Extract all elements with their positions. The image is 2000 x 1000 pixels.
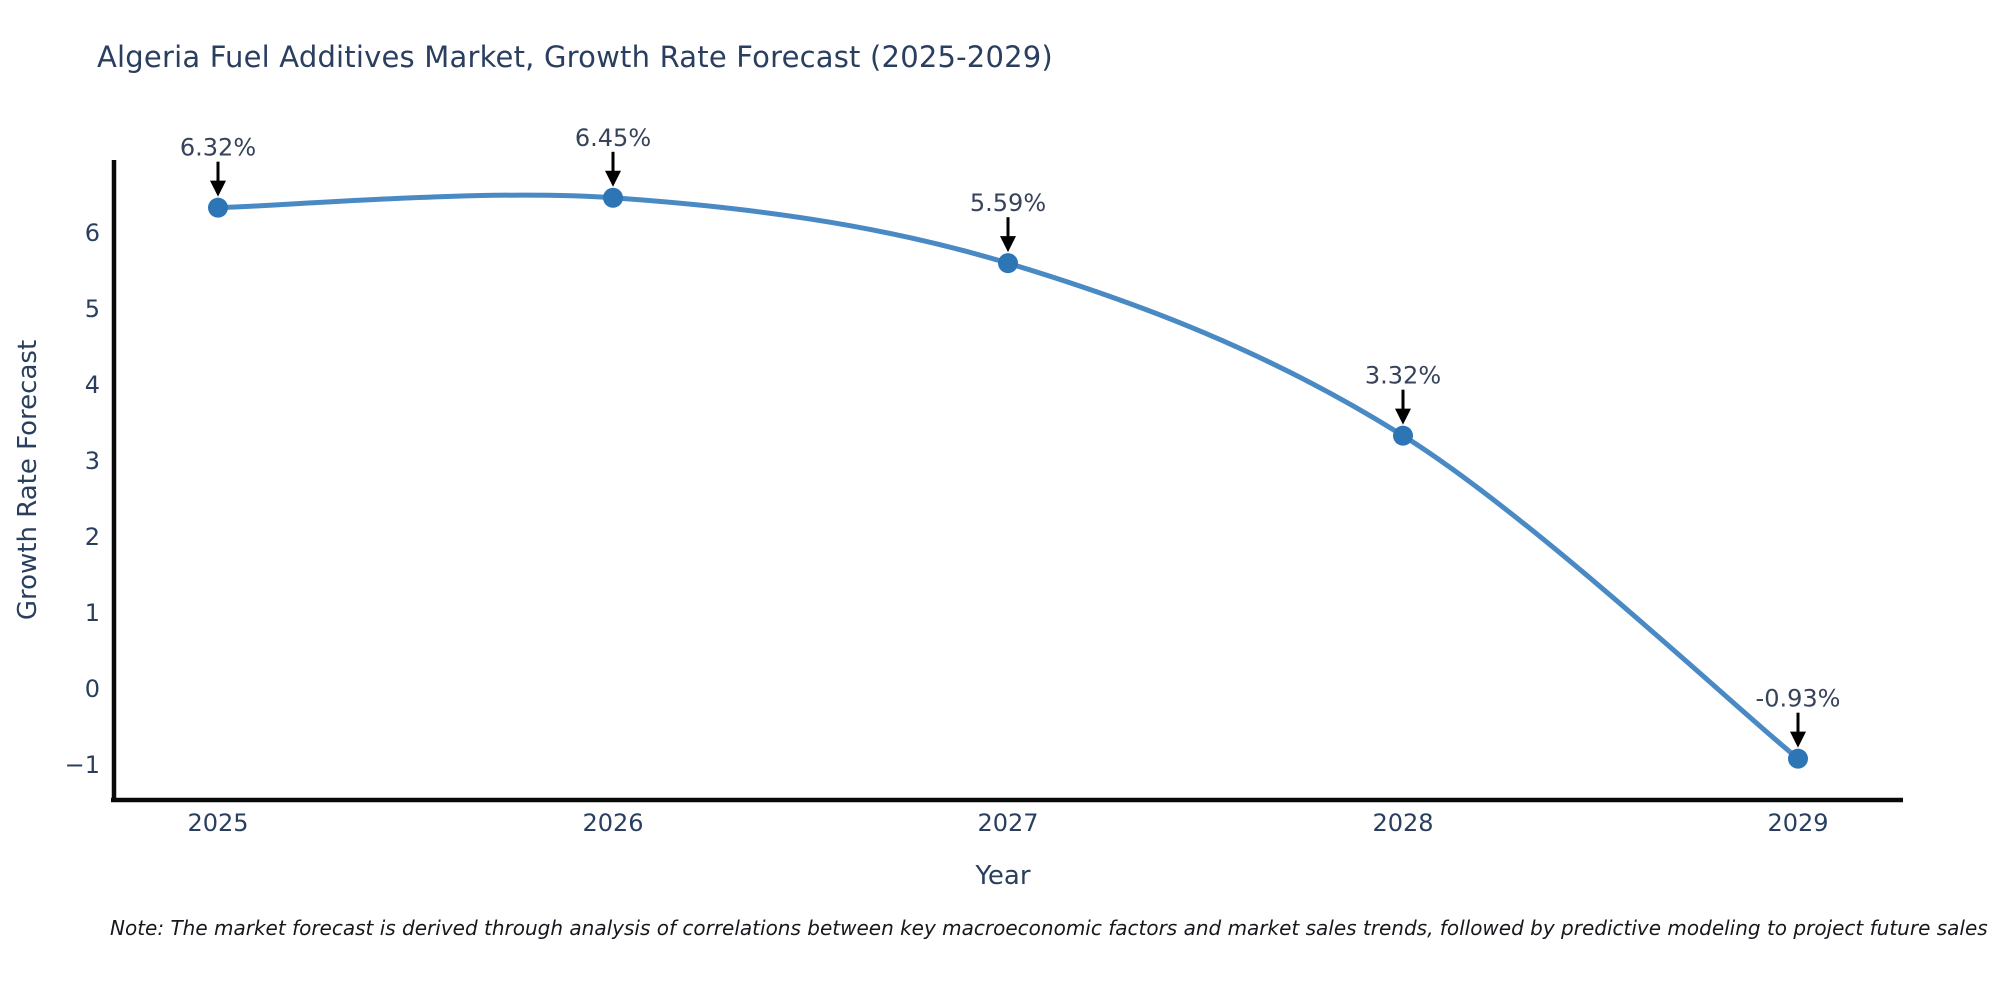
x-tick-label: 2029 — [1767, 809, 1828, 837]
data-point-label: 6.45% — [575, 124, 651, 152]
x-tick-label: 2028 — [1372, 809, 1433, 837]
data-point-label: 3.32% — [1365, 362, 1441, 390]
chart-title: Algeria Fuel Additives Market, Growth Ra… — [97, 40, 1053, 74]
data-point-label: -0.93% — [1756, 685, 1841, 713]
x-tick-label: 2025 — [187, 809, 248, 837]
footnote: Note: The market forecast is derived thr… — [110, 916, 1988, 940]
annotation-arrow-head — [1395, 408, 1411, 425]
y-tick-label: 4 — [85, 371, 100, 399]
data-point — [1393, 425, 1413, 446]
annotation-arrow-head — [605, 170, 621, 187]
y-tick-label: 6 — [85, 219, 100, 247]
forecast-line — [215, 192, 1801, 762]
data-point-label: 5.59% — [970, 189, 1046, 217]
annotation-arrow-head — [1000, 236, 1016, 253]
y-tick-label: −1 — [65, 751, 100, 779]
x-tick-label: 2027 — [977, 809, 1038, 837]
x-tick-label: 2026 — [582, 809, 643, 837]
annotation-arrow-head — [1790, 731, 1806, 748]
data-point-label: 6.32% — [180, 134, 256, 162]
y-tick-label: 1 — [85, 599, 100, 627]
data-point — [208, 197, 228, 218]
y-tick-label: 5 — [85, 295, 100, 323]
data-point — [603, 187, 623, 208]
y-tick-label: 3 — [85, 447, 100, 475]
data-point — [998, 253, 1018, 274]
data-point — [1788, 748, 1808, 769]
y-tick-label: 2 — [85, 523, 100, 551]
y-tick-label: 0 — [85, 675, 100, 703]
x-axis-title: Year — [975, 861, 1031, 891]
annotation-arrow-head — [210, 180, 226, 197]
